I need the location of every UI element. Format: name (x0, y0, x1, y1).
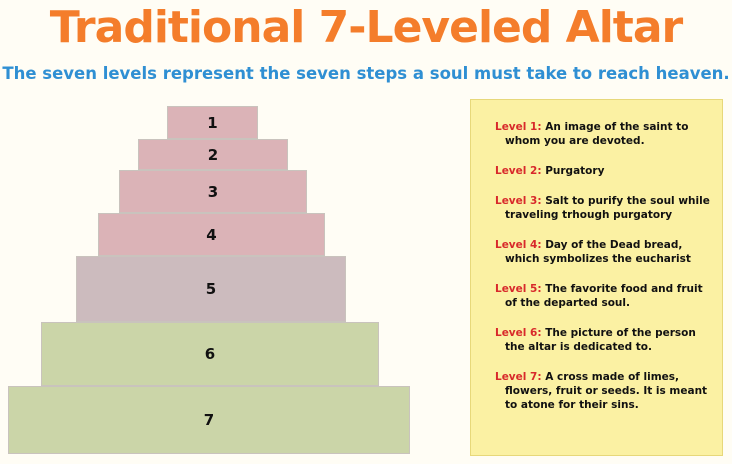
legend-entry-level-5: Level 5: The favorite food and fruit of … (495, 282, 710, 310)
altar-level-6: 6 (41, 322, 379, 386)
legend-level-label: Level 5: (495, 283, 542, 295)
legend-level-text: An image of the saint to whom you are de… (505, 121, 689, 147)
page-title: Traditional 7-Leveled Altar (49, 2, 683, 53)
legend-level-label: Level 4: (495, 239, 542, 251)
altar-level-2: 2 (138, 139, 288, 170)
legend-entry-level-6: Level 6: The picture of the person the a… (495, 326, 710, 354)
altar-level-3: 3 (119, 170, 307, 213)
legend-level-label: Level 3: (495, 195, 542, 207)
legend-entry-level-4: Level 4: Day of the Dead bread, which sy… (495, 238, 710, 266)
legend-entry-level-3: Level 3: Salt to purify the soul while t… (495, 194, 710, 222)
legend-level-text: The favorite food and fruit of the depar… (505, 283, 703, 309)
legend-level-text: Salt to purify the soul while traveling … (505, 195, 710, 221)
legend-level-label: Level 6: (495, 327, 542, 339)
altar-level-5: 5 (76, 256, 346, 322)
page-subtitle: The seven levels represent the seven ste… (2, 64, 730, 83)
altar-level-4: 4 (98, 213, 325, 256)
legend-entry-level-2: Level 2: Purgatory (495, 164, 710, 178)
legend-level-text: The picture of the person the altar is d… (505, 327, 696, 353)
altar-level-7: 7 (8, 386, 410, 454)
level-legend: Level 1: An image of the saint to whom y… (470, 99, 723, 456)
altar-level-1: 1 (167, 106, 258, 139)
legend-level-label: Level 2: (495, 165, 542, 177)
legend-entry-level-1: Level 1: An image of the saint to whom y… (495, 120, 710, 148)
legend-entry-level-7: Level 7: A cross made of limes, flowers,… (495, 370, 710, 412)
legend-level-label: Level 1: (495, 121, 542, 133)
legend-level-text: Purgatory (545, 165, 605, 177)
legend-level-text: A cross made of limes, flowers, fruit or… (505, 371, 708, 411)
legend-level-label: Level 7: (495, 371, 542, 383)
legend-level-text: Day of the Dead bread, which symbolizes … (505, 239, 691, 265)
